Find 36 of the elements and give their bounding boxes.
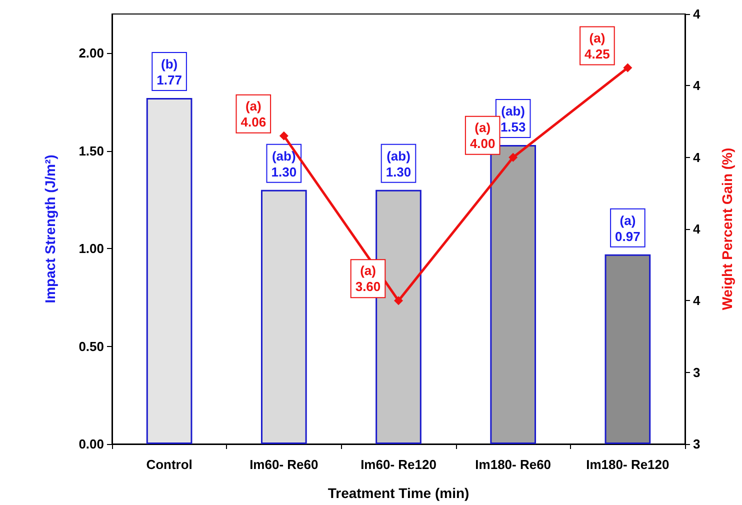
bar [604,254,651,444]
y-tick-label: 0.50 [78,338,104,354]
data-label: (ab) 1.30 [271,148,297,180]
y2-tick-label: 4 [693,78,701,94]
data-label: (a) 4.00 [470,120,496,151]
point [508,152,518,162]
data-label: (ab) 1.30 [386,148,412,180]
y-tick-label: 1.00 [78,241,104,256]
y2-tick-label: 4 [693,222,701,236]
y-tick-label: 1.50 [78,143,104,158]
bar [260,190,307,444]
data-label: (b) 1.77 [156,56,182,88]
y2-tick-label: 3 [693,436,700,452]
y2-tick-label: 3 [693,364,700,380]
point [279,131,288,140]
data-label: (a) 4.06 [240,98,266,130]
y-tick-label: 2.00 [78,46,104,61]
y-tick-label: 0.00 [78,436,104,452]
data-label: (a) 4.25 [584,30,610,62]
point [394,296,403,306]
y2-axis-title: Weight Percent Gain (%) [719,148,735,310]
x-tick-label: Im180- Re60 [475,457,552,472]
y-axis-title: Impact Strength (J/m²) [42,154,58,304]
x-axis-title: Treatment Time (min) [328,485,470,501]
point [623,63,632,72]
bar [146,98,192,444]
y2-tick-label: 4 [693,293,701,308]
data-label: (ab) 1.53 [500,103,526,134]
y2-tick-label: 4 [693,150,701,165]
y2-tick-label: 4 [693,6,701,22]
x-tick-label: Im180- Re120 [586,457,670,472]
data-label: (a) 3.60 [355,263,381,294]
data-label: (a) 0.97 [615,212,640,244]
x-tick-label: Im60- Re60 [250,457,318,472]
x-tick-label: Control [146,457,192,472]
x-tick-label: Im60- Re120 [360,457,436,472]
